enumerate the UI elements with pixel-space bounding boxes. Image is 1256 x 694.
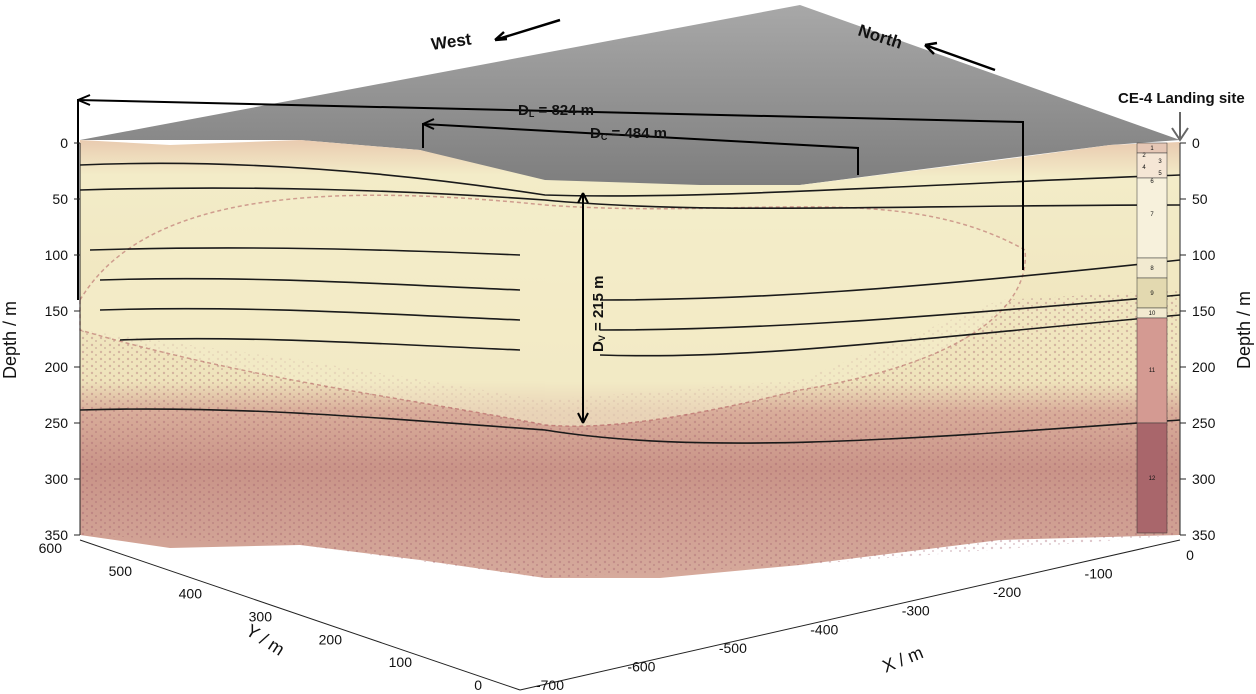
dc-arrow — [422, 118, 859, 175]
y-tick-label: 0 — [474, 677, 482, 693]
west-label: West — [430, 29, 473, 53]
column-unit-number: 5 — [1158, 171, 1162, 177]
column-unit-number: 2 — [1142, 153, 1146, 159]
column-unit-number: 7 — [1150, 212, 1154, 218]
crater-fill-boundary — [79, 194, 1027, 427]
column-unit-number: 3 — [1158, 159, 1162, 165]
x-tick-label: -500 — [719, 640, 747, 656]
column-unit-number: 6 — [1150, 179, 1154, 185]
right-depth-tick-label: 350 — [1192, 527, 1216, 543]
left-depth-tick-label: 200 — [45, 359, 69, 375]
x-tick-label: 0 — [1186, 547, 1194, 563]
left-depth-tick-label: 0 — [60, 135, 68, 151]
x-tick-label: -400 — [810, 621, 838, 637]
right-depth-tick-label: 300 — [1192, 471, 1216, 487]
stratigraphic-column — [1136, 142, 1168, 534]
right-depth-tick-label: 250 — [1192, 415, 1216, 431]
left-depth-axis-label: Depth / m — [0, 301, 20, 379]
y-tick-label: 600 — [39, 540, 63, 556]
x-tick-label: -600 — [627, 658, 655, 674]
x-tick-label: -300 — [902, 603, 930, 619]
column-unit-number: 8 — [1150, 266, 1154, 272]
y-tick-label: 400 — [179, 586, 203, 602]
right-depth-tick-label: 200 — [1192, 359, 1216, 375]
left-depth-tick-label: 150 — [45, 303, 69, 319]
left-depth-tick-label: 300 — [45, 471, 69, 487]
west-arrow-icon — [494, 18, 561, 42]
right-depth-tick-label: 100 — [1192, 247, 1216, 263]
x-axis-line — [519, 539, 1181, 691]
y-axis-line — [79, 539, 521, 691]
y-axis-label: Y / m — [242, 620, 288, 659]
x-tick-label: -100 — [1085, 566, 1113, 582]
landing-site-label: CE-4 Landing site — [1118, 90, 1245, 107]
left-depth-tick-label: 350 — [45, 527, 69, 543]
left-depth-tick-label: 100 — [45, 247, 69, 263]
landing-site-arrow-icon — [1171, 112, 1189, 142]
column-unit-number: 1 — [1150, 146, 1154, 152]
column-unit-number: 10 — [1149, 311, 1156, 317]
dl-label: DL = 824 m — [518, 102, 594, 119]
column-unit-number: 11 — [1149, 368, 1156, 374]
right-depth-tick-label: 0 — [1192, 135, 1200, 151]
column-unit-number: 12 — [1149, 476, 1156, 482]
dv-label: DV = 215 m — [590, 276, 607, 353]
dv-arrow — [577, 192, 589, 424]
column-unit-number: 4 — [1142, 165, 1146, 171]
column-unit-number: 9 — [1150, 291, 1154, 297]
y-tick-label: 200 — [319, 631, 343, 647]
right-depth-tick-label: 150 — [1192, 303, 1216, 319]
y-tick-label: 500 — [109, 563, 133, 579]
right-depth-axis-label: Depth / m — [1234, 291, 1254, 369]
north-arrow-icon — [924, 41, 996, 72]
y-tick-label: 100 — [389, 654, 413, 670]
left-depth-tick-label: 50 — [52, 191, 68, 207]
horizon-lines — [79, 162, 1181, 444]
right-depth-tick-label: 50 — [1192, 191, 1208, 207]
x-tick-label: -700 — [536, 677, 564, 693]
x-axis-label: X / m — [880, 642, 926, 676]
x-tick-label: -200 — [993, 584, 1021, 600]
y-tick-label: 300 — [249, 609, 273, 625]
dc-label: DC = 484 m — [590, 125, 667, 142]
left-depth-tick-label: 250 — [45, 415, 69, 431]
dl-arrow — [77, 94, 1024, 300]
lunar-surface — [80, 5, 1180, 185]
